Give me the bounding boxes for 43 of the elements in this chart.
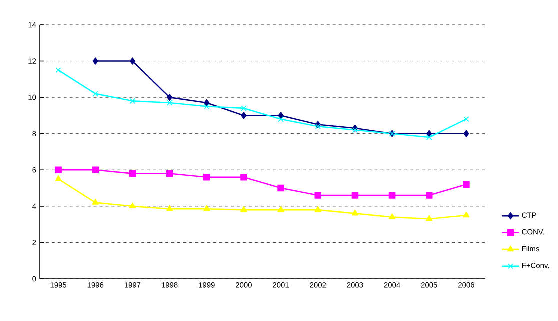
point xyxy=(315,124,321,130)
point xyxy=(426,192,433,199)
point xyxy=(130,98,136,104)
point xyxy=(352,127,358,134)
point xyxy=(463,212,470,218)
point xyxy=(129,170,136,178)
point xyxy=(464,116,470,122)
point xyxy=(314,206,322,212)
point xyxy=(278,116,284,122)
point xyxy=(92,199,99,205)
point xyxy=(92,91,98,97)
point xyxy=(240,206,248,212)
point xyxy=(240,174,248,181)
point xyxy=(166,205,174,212)
point xyxy=(55,175,62,182)
point xyxy=(203,174,210,181)
point xyxy=(388,192,396,199)
point xyxy=(166,100,173,106)
point xyxy=(278,112,284,120)
point xyxy=(166,170,174,178)
point xyxy=(130,58,136,65)
point xyxy=(314,192,322,199)
point xyxy=(55,166,62,174)
point xyxy=(204,99,210,107)
point xyxy=(426,215,433,222)
point xyxy=(388,214,396,220)
point xyxy=(129,202,136,209)
point xyxy=(92,166,100,174)
point xyxy=(56,67,62,74)
point xyxy=(204,205,210,212)
point xyxy=(463,181,470,188)
point xyxy=(278,206,284,212)
point xyxy=(426,134,432,140)
point xyxy=(167,94,173,102)
point xyxy=(426,130,432,138)
point xyxy=(352,192,359,199)
point xyxy=(278,184,284,192)
point xyxy=(352,210,359,216)
point xyxy=(204,104,210,110)
point xyxy=(464,130,470,138)
point xyxy=(241,112,247,120)
point xyxy=(92,58,98,65)
point xyxy=(241,106,247,112)
